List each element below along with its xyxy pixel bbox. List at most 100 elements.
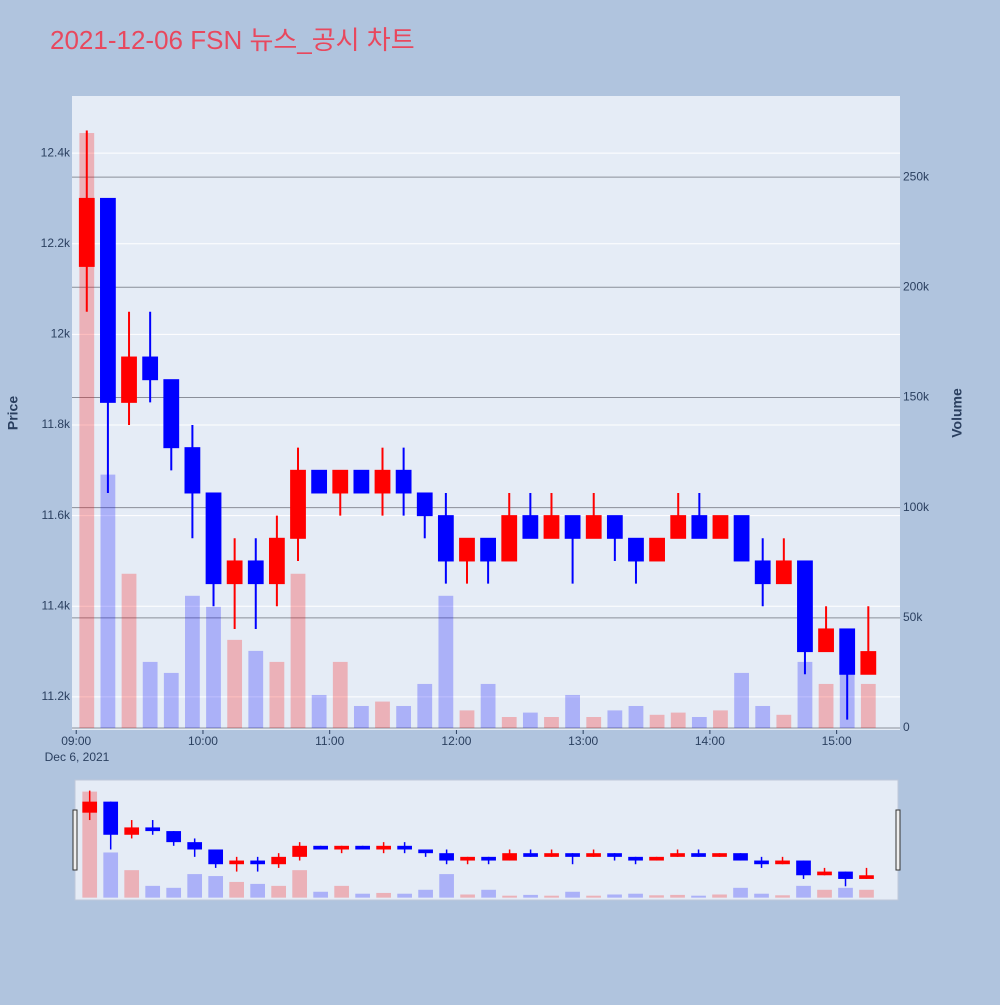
volume-bar: [480, 683, 496, 729]
volume-bar: [185, 595, 200, 729]
slider-volume-bar: [670, 894, 685, 898]
slider-candle-body: [439, 853, 454, 861]
y-tick-label: 12k: [51, 327, 71, 341]
candle-body: [543, 515, 560, 539]
x-tick-label: 15:00: [822, 734, 852, 748]
slider-candle-body: [838, 871, 853, 879]
y2-tick-label: 150k: [903, 390, 930, 404]
y2-tick-label: 50k: [903, 610, 923, 624]
candle-body: [163, 379, 180, 449]
candle-body: [564, 515, 581, 539]
candle-body: [205, 492, 222, 585]
chart-title: 2021-12-06 FSN 뉴스_공시 차트: [50, 25, 415, 55]
range-slider-handle[interactable]: [72, 809, 78, 871]
candle-body: [628, 537, 644, 562]
slider-candle-body: [586, 853, 601, 857]
slider-candle-body: [775, 860, 790, 865]
slider-candle-body: [208, 849, 224, 865]
slider-volume-bar: [229, 881, 245, 898]
slider-volume-bar: [754, 893, 769, 898]
slider-candle-body: [145, 827, 161, 832]
slider-candle-body: [334, 845, 349, 850]
slider-candle-body: [691, 853, 706, 857]
slider-volume-bar: [397, 893, 412, 898]
slider-volume-bar: [817, 889, 832, 898]
candle-body: [775, 560, 792, 585]
volume-bar: [248, 650, 264, 729]
volume-bar: [332, 661, 348, 729]
volume-bar: [670, 712, 686, 729]
candle-body: [754, 560, 771, 585]
volume-bar: [691, 716, 707, 729]
slider-volume-bar: [733, 887, 748, 898]
slider-volume-bar: [523, 894, 538, 898]
y2-tick-label: 0: [903, 720, 910, 734]
slider-volume-bar: [418, 889, 433, 898]
x-tick-label: 12:00: [441, 734, 471, 748]
slider-volume-bar: [628, 893, 643, 898]
candle-body: [142, 356, 159, 381]
volume-bar: [586, 716, 602, 729]
candle-body: [311, 469, 328, 494]
slider-volume-bar: [460, 894, 475, 898]
slider-candle-body: [292, 845, 307, 857]
candle-body: [839, 628, 856, 675]
y2-axis-title: Volume: [949, 388, 965, 438]
slider-volume-bar: [586, 895, 601, 898]
slider-candle-body: [670, 853, 685, 857]
y-tick-label: 11.8k: [42, 417, 71, 431]
candle-body: [733, 515, 750, 562]
candle-body: [353, 469, 370, 494]
y-axis-title: Price: [5, 396, 21, 430]
slider-candle-body: [250, 860, 266, 865]
volume-bar: [797, 661, 813, 729]
range-slider[interactable]: [74, 779, 899, 901]
candle-body: [670, 515, 687, 539]
volume-bar: [290, 573, 306, 729]
candle-body: [797, 560, 813, 653]
volume-bar: [459, 710, 475, 729]
slider-candle-body: [124, 827, 140, 835]
x-tick-label: 11:00: [315, 734, 344, 748]
slider-candle-body: [712, 853, 727, 857]
volume-bar: [649, 714, 665, 729]
volume-bar: [501, 716, 517, 729]
candle-body: [395, 469, 412, 494]
y-tick-label: 11.4k: [42, 598, 71, 612]
x-tick-label: 13:00: [568, 734, 598, 748]
slider-volume-bar: [250, 883, 266, 898]
slider-candle-body: [355, 845, 370, 850]
candle-body: [247, 560, 264, 585]
plot-area: [72, 96, 900, 730]
x-tick-label: 09:00: [61, 734, 91, 748]
y-tick-label: 11.6k: [42, 508, 71, 522]
candle-body: [184, 447, 201, 494]
slider-volume-bar: [376, 892, 391, 898]
slider-candle-body: [649, 856, 664, 861]
slider-volume-bar: [775, 895, 790, 898]
slider-candle-body: [733, 853, 748, 861]
slider-candle-body: [817, 871, 832, 876]
candle-body: [290, 469, 306, 539]
slider-volume-bar: [292, 870, 307, 898]
slider-candle-body: [376, 845, 391, 850]
volume-bar: [522, 712, 538, 729]
candle-body: [818, 628, 834, 653]
slider-volume-bar: [502, 895, 517, 898]
slider-candle-body: [607, 853, 622, 857]
candle-body: [585, 515, 602, 539]
slider-candle-body: [397, 845, 412, 850]
volume-bar: [311, 694, 327, 729]
candle-body: [332, 469, 349, 494]
slider-candle-body: [628, 856, 643, 861]
candle-body: [78, 197, 95, 267]
volume-bar: [121, 573, 137, 729]
y-tick-label: 11.2k: [42, 689, 71, 703]
slider-candle-body: [313, 845, 328, 850]
slider-volume-bar: [796, 885, 811, 898]
slider-volume-bar: [124, 870, 140, 898]
slider-volume-bar: [271, 885, 286, 898]
slider-volume-bar: [481, 889, 496, 898]
volume-bar: [565, 694, 580, 729]
range-slider-handle[interactable]: [895, 809, 901, 871]
